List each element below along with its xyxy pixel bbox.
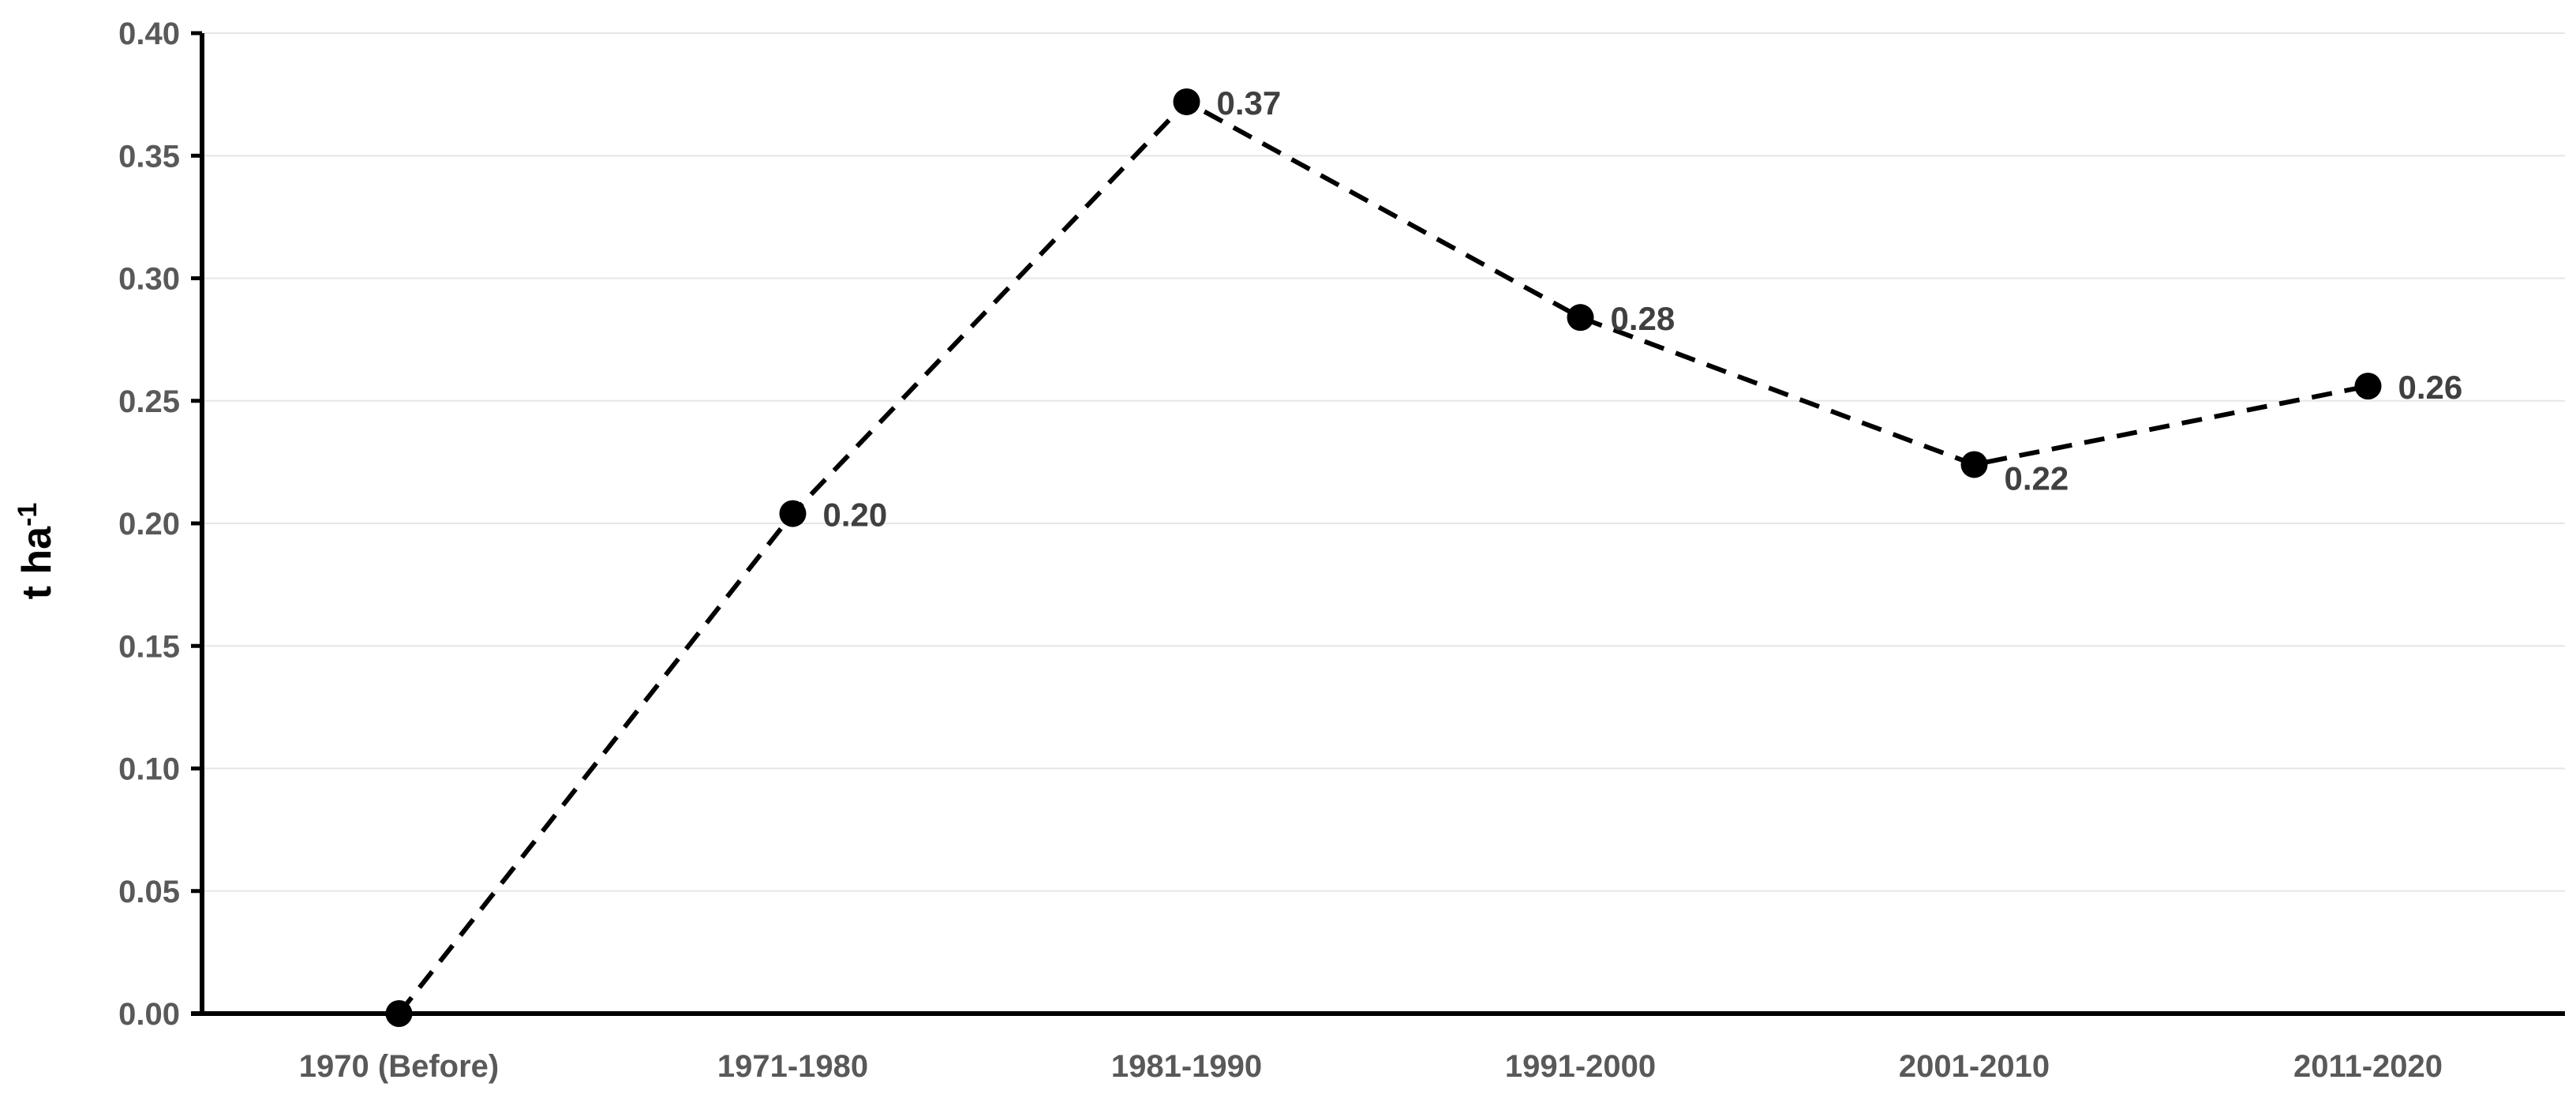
gridlines (202, 32, 2565, 892)
y-tick-label: 0.35 (118, 139, 180, 174)
data-label: 0.28 (1611, 300, 1676, 337)
series-line (397, 99, 2369, 1015)
y-tick-label: 0.00 (118, 997, 180, 1032)
data-point (1960, 451, 1988, 478)
x-tick-label: 1971-1980 (717, 1049, 868, 1084)
y-tick-label: 0.20 (118, 507, 180, 542)
y-axis-title: t ha-1 (13, 503, 60, 600)
x-tick-label: 1970 (Before) (299, 1049, 499, 1084)
y-tick-label: 0.40 (118, 17, 180, 51)
data-label: 0.37 (1217, 84, 1282, 122)
y-tick-label: 0.30 (118, 262, 180, 297)
axes (191, 31, 2565, 1016)
x-tick-label: 2011-2020 (2293, 1049, 2443, 1084)
y-tick-labels: 0.00 0.05 0.10 0.15 0.20 0.25 0.30 0.35 0.40 (118, 17, 180, 1032)
x-tick-label: 1991-2000 (1505, 1049, 1656, 1084)
y-tick-label: 0.15 (118, 629, 180, 664)
data-point (1173, 88, 1200, 115)
data-point (385, 1000, 413, 1027)
y-tick-label: 0.10 (118, 752, 180, 787)
series (385, 88, 2382, 1027)
y-axis-title-superscript: -1 (13, 503, 43, 527)
data-labels: 0.20 0.37 0.28 0.22 0.26 (823, 84, 2463, 534)
data-label: 0.26 (2398, 369, 2463, 406)
x-tick-label: 2001-2010 (1899, 1049, 2050, 1084)
y-axis-title-text: t ha (14, 526, 60, 600)
x-tick-labels: 1970 (Before) 1971-1980 1981-1990 1991-2000… (299, 1049, 2443, 1084)
x-tick-label: 1981-1990 (1111, 1049, 1262, 1084)
data-point (1567, 304, 1594, 332)
data-label: 0.22 (2005, 459, 2069, 497)
y-tick-label: 0.05 (118, 875, 180, 909)
y-tick-label: 0.25 (118, 384, 180, 419)
data-label: 0.20 (823, 497, 888, 534)
data-point (2354, 373, 2382, 400)
data-point (779, 500, 807, 527)
